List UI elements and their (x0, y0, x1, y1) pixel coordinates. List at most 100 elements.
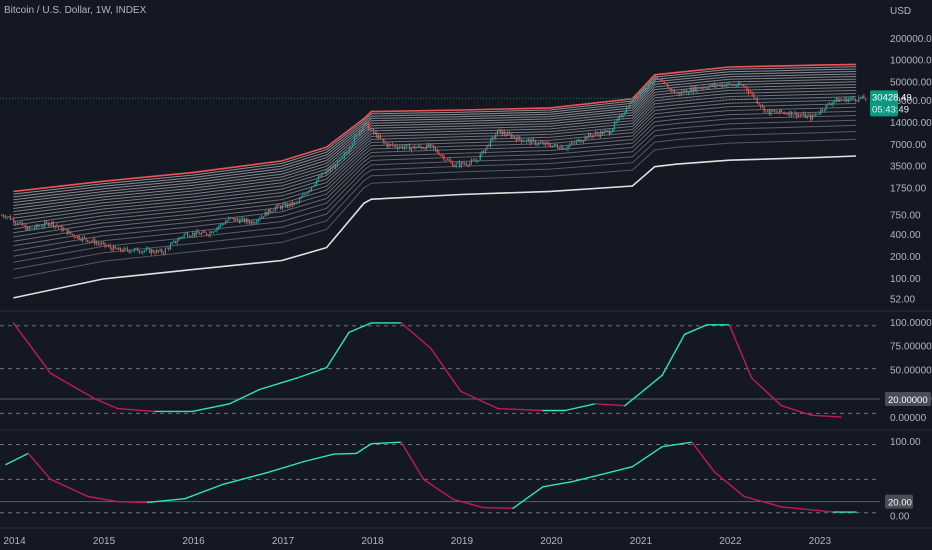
candle-body (254, 222, 256, 224)
candle-body (562, 146, 564, 150)
candle-body (183, 233, 185, 237)
candle-body (605, 130, 607, 132)
candle-body (51, 221, 53, 225)
candle-body (372, 128, 375, 133)
price-tick-label: 1750.00 (890, 184, 927, 195)
osc2-segment (355, 443, 373, 455)
candle-body (815, 114, 817, 116)
osc1-segment (228, 388, 261, 405)
osc1-segment (751, 377, 783, 407)
candle-body (219, 224, 221, 227)
candle-body (641, 91, 643, 93)
candle-body (352, 143, 354, 147)
candle-body (70, 231, 72, 234)
candle-body (856, 100, 858, 102)
osc1-segment (460, 390, 499, 410)
candle-body (519, 136, 521, 140)
candle-body (212, 231, 215, 233)
candle-body (751, 93, 753, 94)
osc1-tick-label: 100.00000 (890, 318, 932, 329)
candle-body (247, 219, 249, 222)
candle-body (276, 205, 278, 208)
candle-body (314, 184, 316, 186)
candle-body (563, 149, 566, 150)
candle-body (398, 146, 400, 149)
candle-body (658, 78, 660, 80)
candle-body (799, 114, 801, 116)
oscillator-1-pane (0, 322, 880, 418)
last-price-badge (870, 90, 898, 117)
candle-body (603, 131, 605, 135)
candle-body (701, 87, 703, 89)
candle-body (828, 103, 831, 105)
candle-body (193, 232, 196, 236)
candle-body (367, 123, 369, 130)
candle-body (285, 203, 287, 208)
candle-body (384, 142, 387, 144)
candle-body (310, 187, 313, 190)
candle-body (846, 97, 848, 102)
candle-body (233, 218, 235, 221)
candle-body (123, 248, 125, 252)
candle-body (806, 115, 808, 118)
candle-body (686, 90, 688, 94)
candle-body (412, 146, 414, 148)
candle-body (383, 139, 385, 142)
candle-body (847, 99, 850, 102)
time-tick-label: 2014 (3, 536, 26, 547)
candle-body (510, 134, 512, 138)
candle-body (705, 87, 707, 89)
candle-body (138, 251, 141, 253)
candle-body (280, 206, 282, 209)
candle-body (827, 103, 829, 105)
candle-body (374, 132, 376, 134)
candle-body (307, 191, 309, 194)
osc2-segment (691, 441, 716, 473)
candle-body (216, 227, 218, 231)
candle-body (200, 233, 202, 235)
candle-body (710, 84, 712, 87)
candle-body (292, 202, 294, 206)
candle-body (586, 136, 588, 139)
candle-body (467, 164, 469, 166)
candle-body (378, 135, 380, 138)
candle-body (646, 87, 648, 90)
candle-body (157, 250, 159, 252)
candle-body (130, 251, 132, 253)
candle-body (653, 79, 655, 83)
candle-body (262, 216, 264, 218)
candle-body (243, 218, 245, 223)
candle-body (187, 232, 189, 237)
candle-body (455, 163, 457, 167)
candle-body (849, 98, 851, 100)
candle-body (109, 245, 111, 248)
candle-body (615, 121, 617, 123)
price-tick-label: 14000.00 (890, 118, 932, 129)
osc2-segment (810, 509, 835, 513)
candle-body (453, 166, 455, 167)
candle-body (651, 82, 653, 84)
candle-body (297, 201, 299, 203)
candle-body (415, 147, 418, 149)
candle-body (797, 114, 800, 117)
candle-body (670, 88, 672, 91)
candle-body (132, 250, 134, 252)
price-tick-label: 3500.00 (890, 162, 927, 173)
osc2-tick-label: 100.00 (890, 437, 921, 448)
candle-body (341, 157, 344, 159)
price-tick-label: 750.00 (890, 210, 921, 221)
candle-body (343, 154, 345, 158)
candle-body (21, 222, 23, 226)
candle-body (403, 147, 406, 149)
candle-body (16, 223, 18, 225)
osc1-segment (728, 324, 753, 379)
candle-body (567, 146, 569, 149)
candle-body (429, 144, 431, 147)
candle-body (304, 194, 306, 196)
candle-body (816, 114, 819, 115)
candle-body (271, 211, 273, 213)
candle-body (498, 129, 500, 131)
ribbon-band-line (13, 71, 857, 201)
candle-body (500, 129, 502, 135)
